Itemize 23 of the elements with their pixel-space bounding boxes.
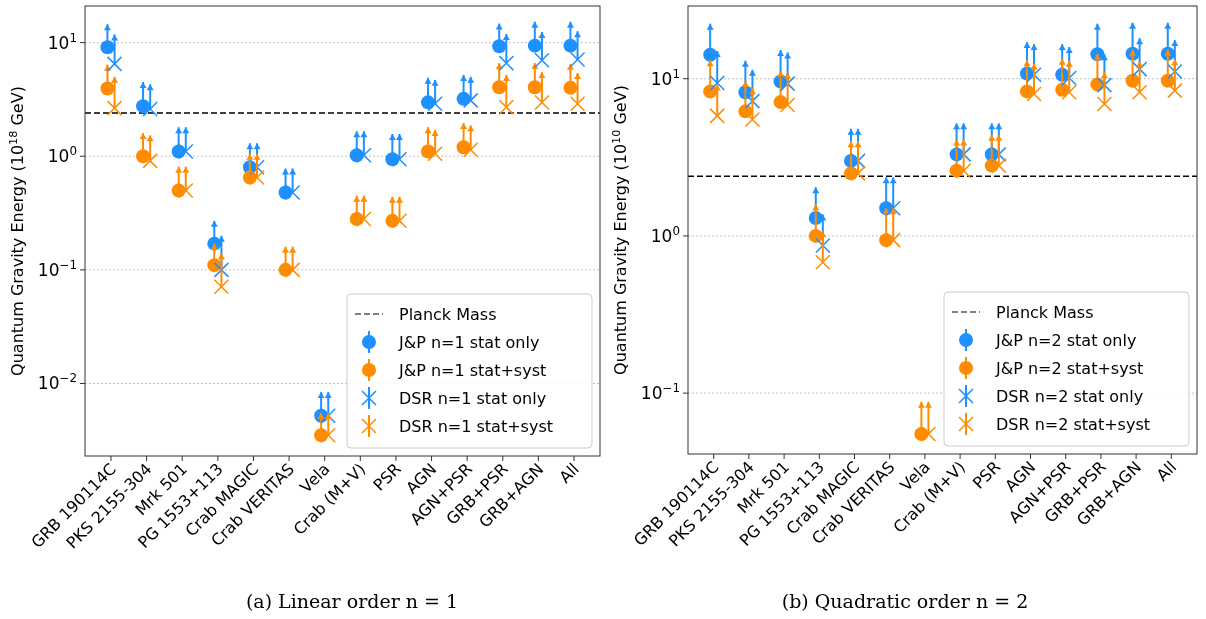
y-tick-label: 10$^{−1}$ <box>640 381 680 404</box>
legend-label: DSR n=1 stat only <box>399 389 547 408</box>
x-tick-label: PSR <box>968 457 1005 493</box>
y-tick-label: 10$^{−1}$ <box>37 257 77 280</box>
y-tick-label: 10$^{0}$ <box>650 223 680 246</box>
y-tick-label: 10$^{0}$ <box>47 144 77 167</box>
legend-label: J&P n=1 stat+syst <box>398 361 547 380</box>
text: (a) Linear order n = 1 <box>245 590 459 612</box>
x-tick-label: All <box>555 459 583 487</box>
legend-label: DSR n=2 stat+syst <box>996 415 1150 434</box>
x-tick-label: PSR <box>369 459 405 495</box>
legend-label: DSR n=2 stat only <box>996 387 1144 406</box>
legend-label: J&P n=2 stat only <box>995 331 1137 350</box>
legend-label: DSR n=1 stat+syst <box>399 417 553 436</box>
text: (b) Quadratic order n = 2 <box>781 590 1029 612</box>
y-tick-label: 10$^{−2}$ <box>37 371 77 394</box>
legend-label: Planck Mass <box>399 305 497 324</box>
legend-label: J&P n=1 stat only <box>398 333 540 352</box>
x-tick-label: All <box>1152 457 1181 485</box>
legend-label: Planck Mass <box>996 303 1094 322</box>
y-tick-label: 10$^{1}$ <box>47 30 77 53</box>
y-tick-label: 10$^{1}$ <box>650 66 680 89</box>
legend-label: J&P n=2 stat+syst <box>995 359 1144 378</box>
